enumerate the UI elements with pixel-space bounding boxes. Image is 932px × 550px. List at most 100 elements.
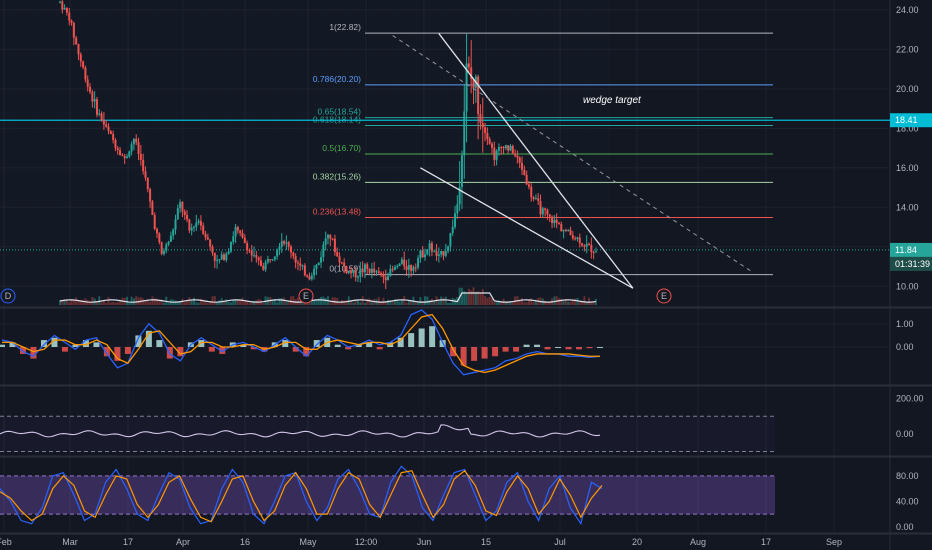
candle-body (135, 138, 138, 143)
candle-body (477, 76, 480, 114)
macd-tick-label: 0.00 (896, 342, 914, 352)
macd-histogram-bar (40, 340, 47, 347)
candle-body (121, 155, 124, 157)
macd-histogram-bar (250, 347, 257, 350)
candle-body (514, 153, 517, 156)
cci-pane[interactable] (0, 415, 775, 452)
candle-body (119, 150, 122, 156)
candle-body (396, 266, 399, 268)
candle-body (156, 229, 159, 234)
macd-histogram-bar (240, 344, 247, 347)
volume-bar (553, 296, 556, 305)
volume-bar (405, 302, 408, 305)
candle-body (338, 256, 341, 263)
volume-bar (315, 299, 318, 305)
candle-body (271, 259, 274, 261)
volume-bar (262, 302, 265, 305)
candle-body (576, 237, 579, 240)
volume-bar (95, 301, 98, 305)
stochastic-pane[interactable] (0, 465, 775, 526)
candle-body (417, 258, 420, 268)
volume-bar (192, 297, 195, 305)
candle-body (333, 238, 336, 252)
candle-body (102, 120, 105, 125)
time-tick-label: 15 (481, 537, 491, 547)
volume-bars (59, 287, 597, 305)
candle-body (412, 267, 415, 271)
candle-body (560, 224, 563, 232)
candle-body (112, 134, 115, 140)
volume-bar (548, 302, 551, 305)
candle-body (320, 257, 323, 263)
candle-body (424, 254, 426, 257)
candle-body (169, 235, 172, 242)
volume-bar (504, 301, 507, 305)
macd-histogram-bar (460, 347, 467, 366)
volume-bar (507, 301, 510, 305)
price-tick-label: 24.00 (896, 5, 919, 15)
volume-bar (470, 290, 473, 305)
candle-body (70, 20, 73, 24)
volume-bar (79, 300, 82, 305)
candle-body (236, 227, 239, 231)
candle-body (125, 156, 128, 158)
volume-bar (61, 300, 64, 305)
volume-bar (278, 298, 281, 305)
candle-body (456, 204, 459, 214)
candle-body (454, 213, 457, 227)
volume-bar (75, 297, 78, 305)
volume-bar (391, 301, 394, 305)
countdown-tag: 01:31:39 (890, 256, 932, 271)
macd-pane[interactable] (0, 309, 603, 376)
candle-body (206, 237, 209, 240)
volume-bar (72, 299, 75, 305)
volume-bar (336, 297, 339, 305)
volume-bar (484, 296, 487, 305)
volume-bar (202, 299, 205, 305)
candle-body (393, 267, 396, 270)
candle-body (486, 132, 489, 140)
macd-histogram-bar (534, 344, 541, 347)
candle-body (470, 67, 473, 80)
candle-body (430, 243, 433, 252)
volume-bar (130, 296, 133, 305)
candle-body (400, 259, 403, 264)
candle-body (292, 252, 295, 257)
candle-body (317, 262, 320, 265)
candle-body (266, 259, 269, 263)
macd-histogram-bar (366, 342, 373, 347)
candle-body (345, 266, 348, 274)
candle-body (444, 251, 447, 256)
event-marker[interactable]: E (656, 288, 672, 304)
candle-body (243, 237, 246, 244)
volume-bar (562, 300, 565, 305)
candle-body (213, 252, 216, 261)
candle-body (567, 229, 570, 231)
volume-bar (239, 300, 242, 305)
volume-bar (451, 297, 454, 305)
candle-body (84, 67, 87, 80)
volume-bar (128, 302, 131, 305)
candle-body (571, 235, 574, 239)
current-price-tag: 11.84 (890, 242, 932, 257)
volume-bar (557, 298, 560, 305)
macd-tick-label: 1.00 (896, 319, 914, 329)
event-marker[interactable]: E (298, 288, 314, 304)
candle-body (359, 268, 362, 277)
macd-histogram-bar (576, 347, 583, 350)
fib-level-label: 0.236(13.48) (313, 207, 361, 217)
event-marker[interactable]: D (0, 288, 16, 304)
volume-bar (209, 302, 212, 305)
volume-bar (290, 296, 293, 305)
volume-bar (363, 302, 366, 305)
candle-body (179, 202, 182, 209)
volume-bar (384, 301, 387, 305)
volume-bar (474, 291, 477, 305)
volume-bar (125, 296, 128, 305)
price-pane[interactable]: 1(22.82) 0.786(20.20) 0.65(18.54)0.618(18.… (0, 0, 890, 305)
resistance-price-tag: 18.41 (890, 113, 932, 128)
volume-bar (65, 299, 68, 305)
volume-bar (426, 296, 429, 305)
candle-body (86, 79, 89, 87)
